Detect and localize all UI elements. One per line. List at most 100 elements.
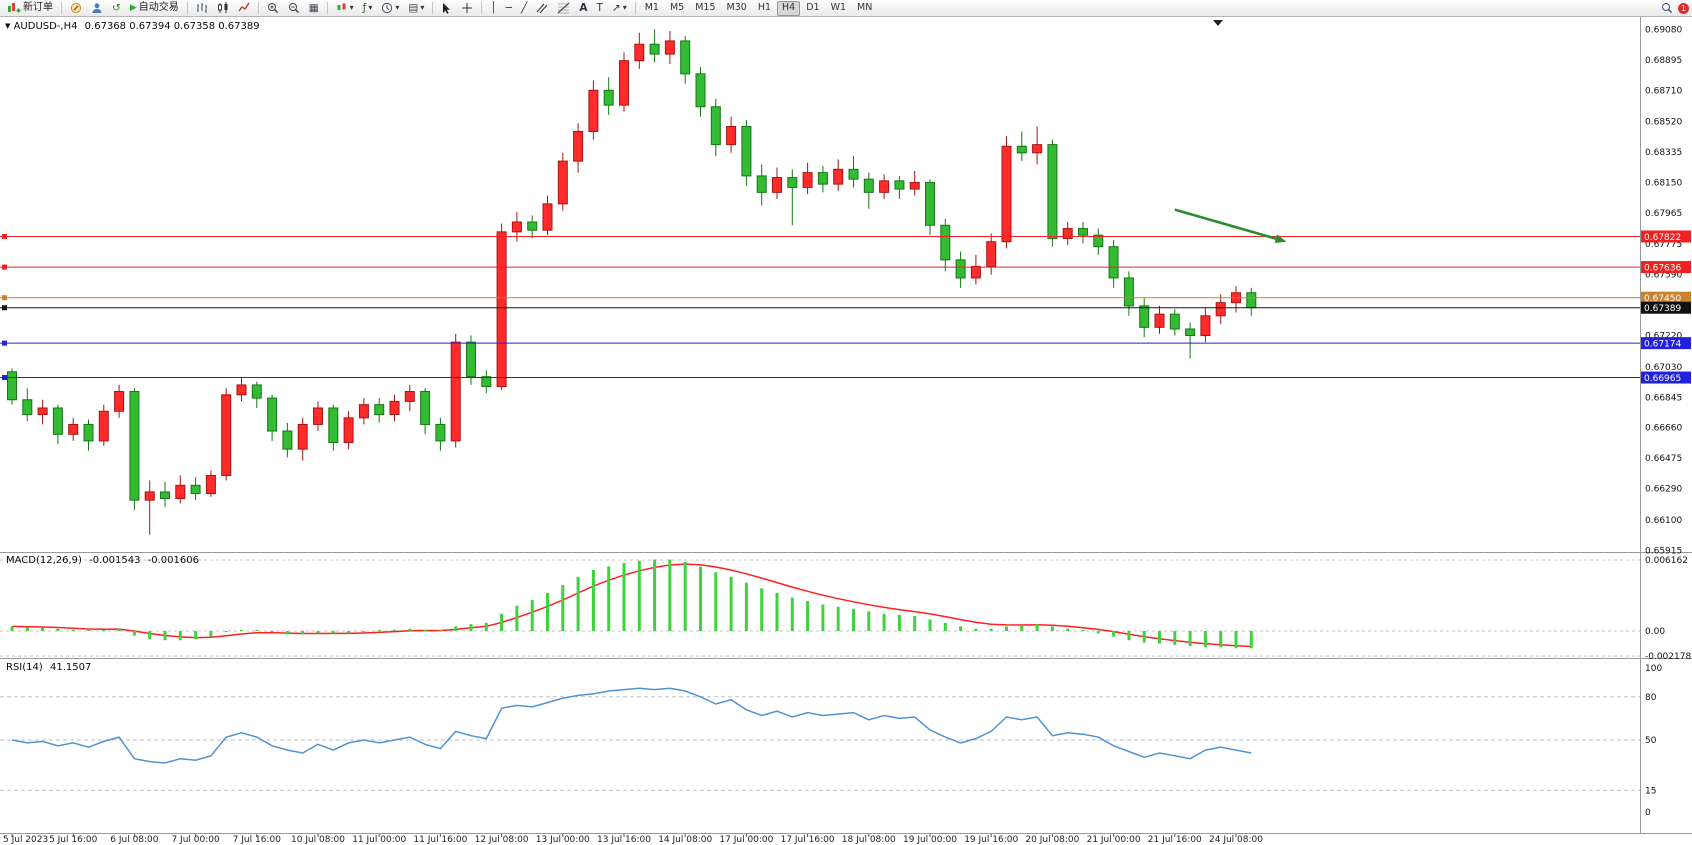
candle-body [114, 391, 125, 412]
timeframe-W1[interactable]: W1 [826, 1, 851, 16]
symbol-period-text: AUDUSD-,H4 [13, 21, 78, 32]
time-label: 17 Jul 00:00 [719, 835, 773, 845]
candle-body [481, 376, 492, 388]
zoom-out-button[interactable] [284, 1, 304, 16]
symbol-dropdown-icon[interactable]: ▼ [5, 22, 11, 30]
time-label: 18 Jul 08:00 [842, 835, 896, 845]
candle-body [649, 43, 660, 55]
crosshair-button[interactable] [457, 1, 477, 16]
candle-body [955, 259, 966, 279]
compass-icon [70, 2, 82, 14]
candle-body [98, 410, 109, 442]
ohlc-values: 0.67368 0.67394 0.67358 0.67389 [84, 21, 260, 32]
new-order-button[interactable]: 新订单 [3, 1, 57, 16]
timeframe-M30[interactable]: M30 [722, 1, 752, 16]
arrow-icon: ↗ [611, 1, 621, 14]
candle-body [511, 221, 522, 233]
new-chart-button[interactable]: ▾ [332, 1, 358, 16]
time-label: 12 Jul 08:00 [475, 835, 529, 845]
shapes-tool[interactable]: ↗ ▾ [608, 1, 631, 16]
timeframe-H4[interactable]: H4 [777, 0, 801, 16]
zoom-in-button[interactable] [263, 1, 283, 16]
price-tag [1641, 337, 1691, 350]
candlestick-icon [217, 2, 228, 13]
candle-body [817, 172, 828, 185]
indicators-button[interactable]: ƒ ▾ [359, 1, 377, 16]
auto-trading-label: 自动交易 [138, 2, 179, 13]
timeframe-M15[interactable]: M15 [690, 1, 720, 16]
chevron-down-icon: ▾ [349, 3, 354, 12]
text-tool[interactable]: A [575, 1, 591, 16]
fibonacci-tool[interactable] [553, 1, 574, 16]
candle-body [710, 106, 721, 146]
timeframe-MN[interactable]: MN [852, 1, 877, 16]
cycles-button[interactable]: ▾ [377, 1, 403, 16]
time-axis[interactable]: 5 Jul 2023 5 Jul 16:00 6 Jul 08:00 7 Jul 00… [3, 834, 1263, 845]
candle-body [343, 417, 354, 444]
timeframe-D1[interactable]: D1 [801, 1, 824, 16]
rsi-pane[interactable]: 100 80 50 15 0 [0, 664, 1662, 818]
candle-body [909, 181, 920, 190]
macd-main-value: -0.001543 [89, 555, 141, 566]
candle-body [802, 172, 813, 188]
timeframe-M1[interactable]: M1 [640, 1, 664, 16]
svg-text:0.68710: 0.68710 [1645, 86, 1682, 96]
time-label: 14 Jul 08:00 [658, 835, 712, 845]
price-tag-text: 0.67822 [1644, 233, 1681, 243]
candle-body [160, 491, 170, 500]
community-button[interactable] [87, 1, 107, 16]
navigator-button[interactable] [66, 1, 86, 16]
auto-trading-button[interactable]: ▶ 自动交易 [126, 1, 183, 16]
refresh-icon: ↺ [112, 1, 121, 14]
candle-body [374, 404, 385, 416]
toolbar-divider [481, 2, 483, 14]
candle-body [1215, 302, 1226, 317]
notification-badge[interactable]: 1 [1678, 2, 1689, 14]
time-label: 17 Jul 16:00 [781, 835, 835, 845]
svg-text:0.68335: 0.68335 [1645, 148, 1682, 158]
candle-body [83, 423, 94, 442]
cursor-button[interactable] [437, 1, 456, 16]
person-icon [92, 3, 102, 13]
horizontal-line-tool[interactable]: ─ [502, 1, 516, 16]
macd-pane[interactable]: 0.006162 0.00 -0.002178 [0, 556, 1691, 662]
chart-shift-marker[interactable] [1213, 20, 1223, 26]
chevron-down-icon: ▾ [622, 3, 627, 12]
svg-text:15: 15 [1645, 786, 1656, 796]
price-axis[interactable]: 0.69080 0.68895 0.68710 0.68520 0.68335 0.681… [1645, 25, 1682, 556]
timeframe-M5[interactable]: M5 [665, 1, 689, 16]
fx-icon: ƒ [362, 1, 367, 14]
chevron-down-icon: ▾ [395, 3, 400, 12]
new-chart-icon [337, 3, 346, 10]
refresh-button[interactable]: ↺ [108, 1, 125, 16]
channel-tool[interactable] [532, 1, 552, 16]
tile-windows-button[interactable]: ▦ [305, 1, 323, 16]
search-icon [1662, 3, 1673, 14]
crosshair-icon [462, 3, 473, 13]
pane-separators[interactable] [0, 17, 1692, 834]
label-tool[interactable]: T [592, 1, 606, 16]
candle-body [1078, 228, 1088, 236]
candlestick-chart-button[interactable] [213, 1, 233, 16]
svg-text:0.65915: 0.65915 [1645, 546, 1682, 556]
bar-chart-button[interactable] [192, 1, 212, 16]
search-button[interactable] [1657, 1, 1677, 16]
price-tag [1641, 301, 1691, 314]
candle-body [282, 430, 293, 450]
candle-body [726, 126, 737, 146]
candle-body [1169, 313, 1180, 330]
timeframe-H1[interactable]: H1 [753, 1, 776, 16]
candle-body [573, 130, 584, 162]
svg-text:0.68520: 0.68520 [1645, 118, 1682, 128]
line-chart-button[interactable] [234, 1, 254, 16]
vertical-line-tool[interactable]: │ [486, 1, 500, 16]
templates-button[interactable]: ▤ ▾ [404, 1, 428, 16]
svg-text:0.66290: 0.66290 [1645, 485, 1682, 495]
channel-icon [536, 3, 548, 14]
arrow-annotation[interactable] [1174, 208, 1287, 244]
trendline-tool[interactable]: ╱ [517, 1, 531, 16]
rsi-value: 41.1507 [49, 662, 92, 673]
